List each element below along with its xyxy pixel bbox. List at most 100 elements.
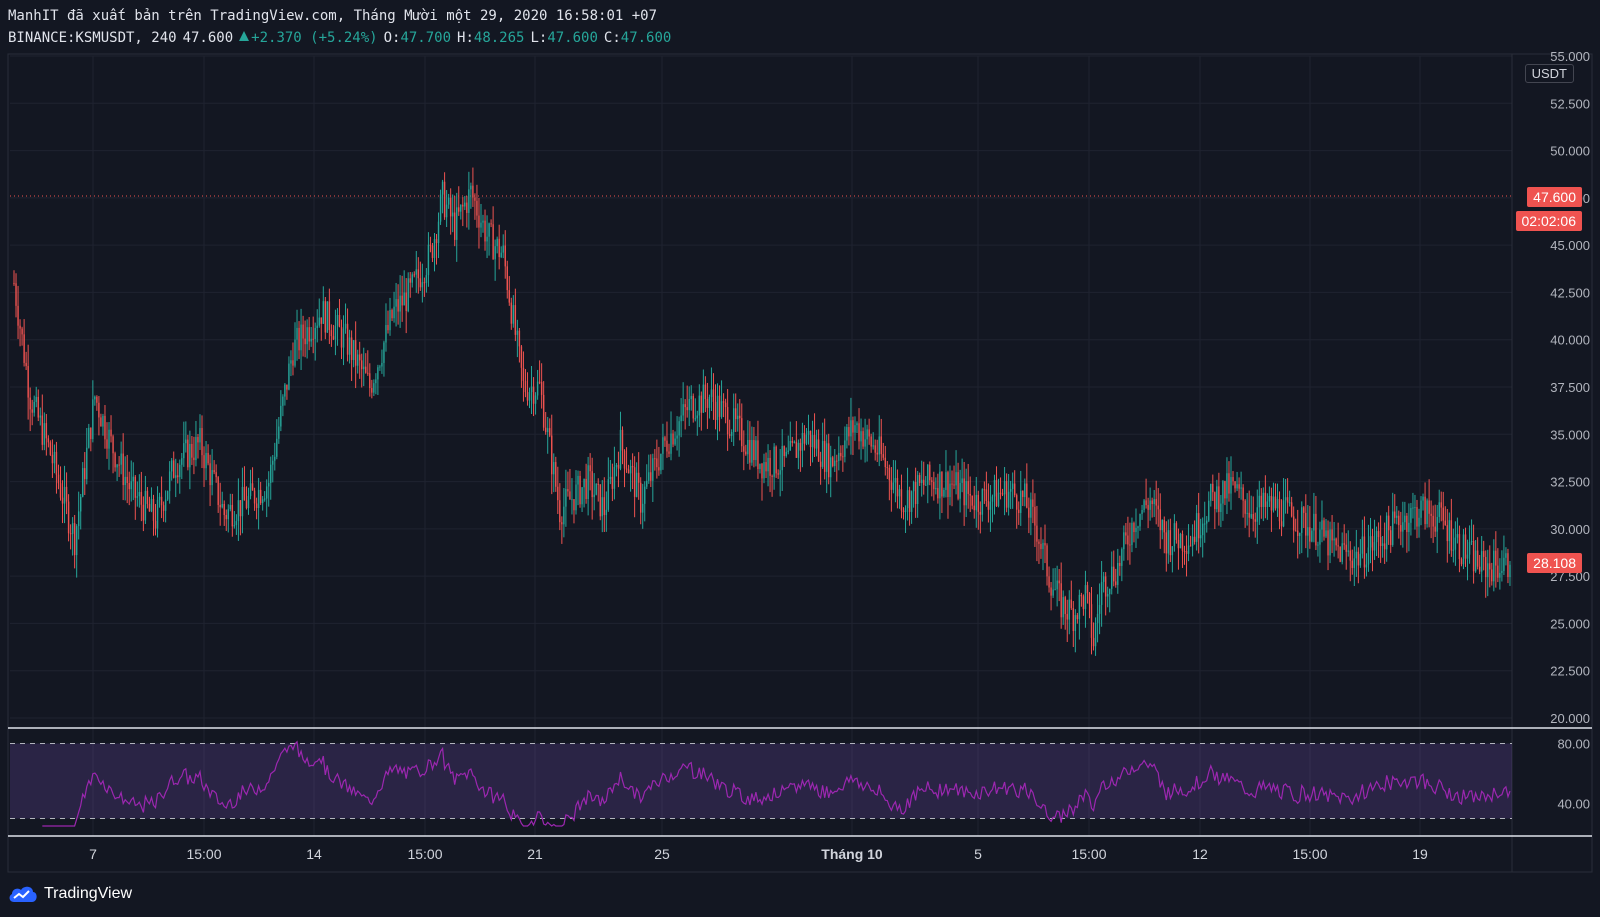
candle-body — [1288, 502, 1291, 504]
symbol-label[interactable]: BINANCE:KSMUSDT, 240 — [8, 30, 177, 46]
candle-body — [973, 505, 975, 511]
candle-body — [526, 392, 529, 401]
last-close-tag: 28.108 — [1527, 553, 1582, 573]
y-tick-label: 30.000 — [1550, 522, 1590, 537]
candle-body — [344, 323, 347, 329]
candle-body — [225, 514, 227, 520]
candle-body — [1028, 507, 1030, 518]
candle-body — [979, 511, 982, 515]
x-tick-label: 25 — [654, 846, 670, 862]
candle-body — [773, 446, 775, 477]
candle-body — [1005, 481, 1008, 508]
candle-body — [122, 453, 124, 486]
candle-body — [627, 469, 630, 474]
candle-body — [1367, 547, 1370, 565]
candle-body — [825, 443, 828, 472]
candle-body — [615, 464, 618, 467]
candle-body — [912, 481, 915, 492]
candle-body — [1111, 566, 1113, 589]
candle-body — [874, 445, 876, 453]
candle-body — [249, 483, 252, 497]
candle-body — [33, 401, 35, 413]
candle-body — [302, 324, 304, 339]
candle-body — [518, 330, 521, 347]
candle-body — [739, 415, 741, 419]
candle-body — [1016, 495, 1018, 510]
candle-body — [795, 441, 798, 458]
candle-body — [197, 437, 199, 443]
candle-body — [1487, 563, 1489, 578]
candle-body — [280, 405, 282, 427]
candle-body — [1018, 509, 1020, 513]
candle-body — [371, 388, 373, 393]
candle-body — [933, 481, 935, 490]
tradingview-logo[interactable]: TradingView — [8, 885, 132, 903]
candle-body — [1462, 534, 1465, 565]
candle-body — [781, 446, 783, 471]
candle-body — [217, 477, 219, 505]
candle-body — [462, 204, 464, 207]
candle-body — [522, 367, 525, 381]
candle-body — [1230, 477, 1232, 494]
candle-body — [732, 408, 735, 432]
candle-body — [1135, 527, 1137, 533]
candle-body — [504, 245, 506, 267]
candle-body — [189, 443, 191, 468]
candle-body — [1297, 530, 1299, 536]
candle-body — [1157, 505, 1159, 510]
candle-body — [690, 395, 692, 400]
candle-body — [112, 436, 114, 454]
candle-body — [553, 462, 555, 475]
candle-body — [1509, 564, 1511, 578]
candle-body — [124, 476, 126, 486]
candle-body — [1113, 566, 1115, 582]
candle-body — [1266, 501, 1269, 507]
candle-body — [1024, 483, 1026, 498]
candle-body — [346, 323, 349, 355]
candle-body — [1064, 597, 1066, 614]
candle-body — [878, 436, 880, 455]
candle-body — [464, 202, 466, 207]
candle-body — [1042, 542, 1044, 550]
candle-body — [1210, 483, 1212, 501]
candle-body — [1272, 496, 1275, 511]
candle-body — [737, 415, 739, 420]
candle-body — [263, 498, 266, 500]
y-tick-label: 22.500 — [1550, 664, 1590, 679]
candle-body — [409, 278, 411, 283]
candle-body — [1197, 513, 1200, 539]
candle-body — [118, 464, 120, 466]
candle-body — [708, 396, 711, 408]
candle-body — [490, 223, 492, 225]
candle-body — [512, 305, 515, 324]
candle-body — [575, 484, 577, 511]
candle-body — [1495, 550, 1497, 566]
candle-body — [1408, 522, 1410, 532]
candle-body — [1117, 562, 1119, 585]
candle-body — [714, 401, 717, 421]
candle-body — [767, 457, 769, 472]
candle-body — [567, 489, 569, 492]
candle-body — [1503, 557, 1505, 571]
candle-body — [290, 360, 292, 364]
candle-body — [449, 197, 452, 217]
x-tick-label: 19 — [1412, 846, 1428, 862]
candle-body — [1448, 520, 1451, 542]
candle-body — [268, 482, 270, 487]
candle-body — [1123, 532, 1125, 550]
currency-unit-button[interactable]: USDT — [1524, 64, 1574, 83]
candle-body — [599, 484, 601, 517]
candle-body — [1381, 543, 1384, 547]
candle-body — [310, 338, 312, 342]
candle-body — [253, 490, 256, 504]
candle-body — [1286, 497, 1289, 503]
candle-body — [700, 395, 703, 413]
candle-body — [1193, 536, 1196, 542]
candle-body — [336, 314, 339, 326]
candle-body — [555, 462, 557, 487]
candle-body — [447, 197, 450, 205]
candle-body — [821, 440, 824, 467]
candle-body — [965, 481, 967, 506]
candle-body — [332, 336, 335, 340]
